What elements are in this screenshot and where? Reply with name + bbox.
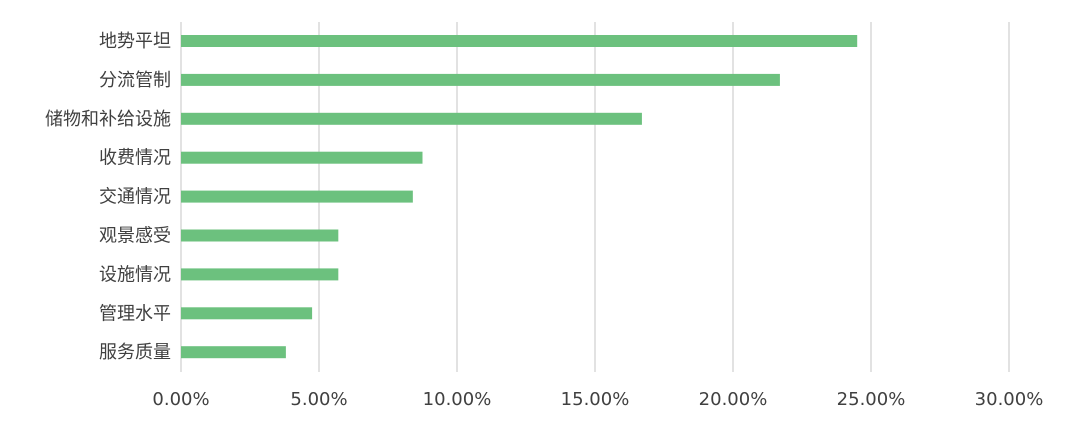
bar-6 [181,268,339,281]
bar-1 [181,73,780,86]
bar-3 [181,151,423,164]
category-label-1: 分流管制 [99,70,171,91]
category-label-6: 设施情况 [99,264,171,285]
x-tick-label-2: 10.00% [423,389,492,410]
bar-7 [181,307,313,320]
category-label-7: 管理水平 [99,303,171,324]
bar-0 [181,35,858,47]
category-label-3: 收费情况 [99,148,171,169]
category-label-8: 服务质量 [99,342,171,363]
x-tick-label-5: 25.00% [837,389,906,410]
category-label-4: 交通情况 [99,187,171,208]
category-label-2: 储物和补给设施 [45,109,171,130]
x-tick-label-3: 15.00% [561,389,630,410]
x-tick-label-1: 5.00% [290,389,347,410]
bar-4 [181,190,413,203]
category-label-5: 观景感受 [99,226,171,247]
bar-8 [181,346,286,359]
category-label-0: 地势平坦 [99,31,171,52]
tick-label-layer: 0.00% 5.00% 10.00% 15.00% 20.00% 25.00% 30.00% [152,389,1043,410]
x-tick-label-4: 20.00% [699,389,768,410]
bar-layer [181,35,858,359]
x-tick-label-6: 30.00% [975,389,1044,410]
x-tick-label-0: 0.00% [152,389,209,410]
bar-5 [181,229,339,242]
bar-2 [181,112,642,125]
